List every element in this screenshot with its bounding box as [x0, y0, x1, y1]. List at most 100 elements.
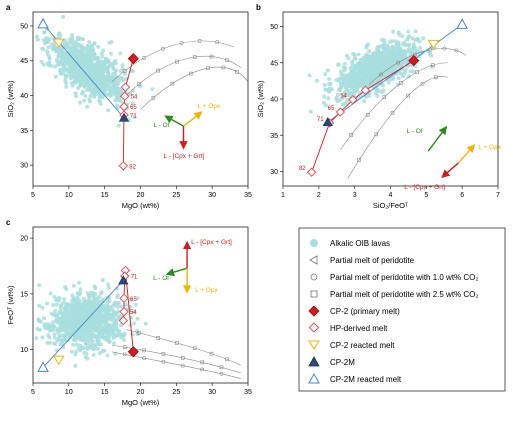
- oib-point: [75, 70, 80, 75]
- opx-vector-arrow: [183, 111, 203, 127]
- peridotite-co2-marker: [156, 336, 160, 340]
- oib-point: [115, 86, 120, 91]
- peridotite-trends: [111, 329, 241, 379]
- oib-point: [395, 44, 400, 49]
- oib-point: [51, 323, 56, 328]
- oib-point: [52, 332, 57, 337]
- x-tick-label: 5: [31, 389, 35, 396]
- oib-point: [339, 72, 344, 77]
- hp-melt-point: [335, 107, 346, 117]
- oib-point: [380, 37, 385, 42]
- oib-point: [108, 86, 112, 91]
- oib-point: [68, 47, 72, 52]
- oib-point: [109, 51, 113, 56]
- ol-vector-arrow: [165, 267, 188, 277]
- oib-point: [66, 331, 71, 336]
- oib-point: [413, 37, 418, 42]
- oib-point: [325, 68, 330, 73]
- oib-point: [133, 302, 138, 307]
- x-tick-label: 4: [389, 192, 393, 199]
- oib-point: [398, 46, 403, 51]
- ol-vector-label: L - Ol: [407, 128, 423, 135]
- oib-point: [107, 322, 112, 327]
- hp-melt-point: [119, 306, 129, 317]
- oib-point: [74, 76, 79, 81]
- y-tick-label: 50: [20, 23, 28, 30]
- oib-point: [111, 322, 116, 327]
- oib-point: [74, 300, 79, 305]
- oib-point: [379, 51, 384, 56]
- cpx-vector-label: L - [Cpx + Grt]: [404, 184, 445, 191]
- oib-point: [92, 56, 97, 61]
- oib-point: [79, 330, 84, 335]
- oib-point: [98, 342, 103, 347]
- oib-point: [63, 78, 68, 83]
- oib-point: [117, 76, 122, 80]
- oib-point: [111, 66, 116, 71]
- peridotite-co2-marker: [374, 132, 379, 137]
- oib-point: [87, 65, 92, 70]
- oib-point: [45, 301, 49, 306]
- oib-point: [72, 335, 77, 340]
- oib-point: [62, 61, 67, 66]
- oib-point: [86, 294, 91, 299]
- oib-point: [369, 58, 374, 63]
- oib-point: [119, 335, 124, 340]
- y-tick-label: 10: [20, 347, 28, 354]
- oib-point: [71, 283, 76, 288]
- oib-point: [81, 334, 86, 338]
- oib-point: [63, 285, 67, 290]
- oib-point: [377, 67, 382, 72]
- oib-point: [61, 300, 66, 305]
- oib-point: [342, 61, 347, 66]
- hp-melt-label: 82: [129, 164, 136, 170]
- x-tick-label: 7: [496, 192, 500, 199]
- x-tick-label: 5: [424, 192, 428, 199]
- oib-point: [96, 44, 101, 49]
- oib-point: [382, 41, 387, 46]
- oib-point: [385, 46, 390, 51]
- peridotite-co2-marker: [431, 63, 435, 67]
- legend-hp-marker: [308, 322, 320, 333]
- oib-point: [97, 316, 102, 321]
- oib-point: [392, 50, 396, 55]
- oib-point: [78, 343, 83, 348]
- hp-melt-point: [118, 161, 129, 171]
- cp2m-point: [118, 112, 130, 122]
- oib-point: [79, 306, 84, 311]
- cp2m-reaction-line: [327, 23, 463, 123]
- x-tick-label: 5: [31, 192, 35, 199]
- oib-cloud: [307, 29, 437, 114]
- oib-point: [322, 83, 327, 88]
- legend-cp2mr-label: CP-2M reacted melt: [330, 375, 402, 384]
- oib-point: [89, 81, 94, 86]
- y-tick-label: 40: [270, 97, 278, 104]
- oib-point: [74, 319, 79, 323]
- oib-point: [368, 72, 372, 77]
- oib-point: [45, 37, 49, 42]
- oib-point: [54, 74, 58, 79]
- oib-point: [42, 323, 47, 328]
- oib-point: [402, 40, 407, 45]
- x-tick-label: 25: [172, 192, 180, 199]
- oib-point: [78, 348, 83, 353]
- oib-point: [338, 85, 343, 90]
- oib-point: [130, 101, 135, 106]
- oib-point: [62, 337, 67, 342]
- oib-point: [79, 71, 84, 76]
- oib-point: [39, 59, 44, 64]
- x-tick-label: 15: [101, 192, 109, 199]
- oib-point: [88, 88, 93, 93]
- oib-point: [115, 79, 119, 84]
- oib-point: [87, 57, 91, 62]
- oib-point: [88, 313, 93, 318]
- oib-point: [74, 342, 79, 347]
- oib-point: [73, 328, 78, 333]
- cp2-reacted-point: [52, 38, 65, 49]
- oib-point: [55, 312, 60, 317]
- oib-point: [336, 92, 340, 97]
- oib-point: [396, 30, 401, 35]
- oib-point: [106, 315, 111, 320]
- oib-point: [47, 63, 52, 68]
- oib-point: [342, 79, 347, 84]
